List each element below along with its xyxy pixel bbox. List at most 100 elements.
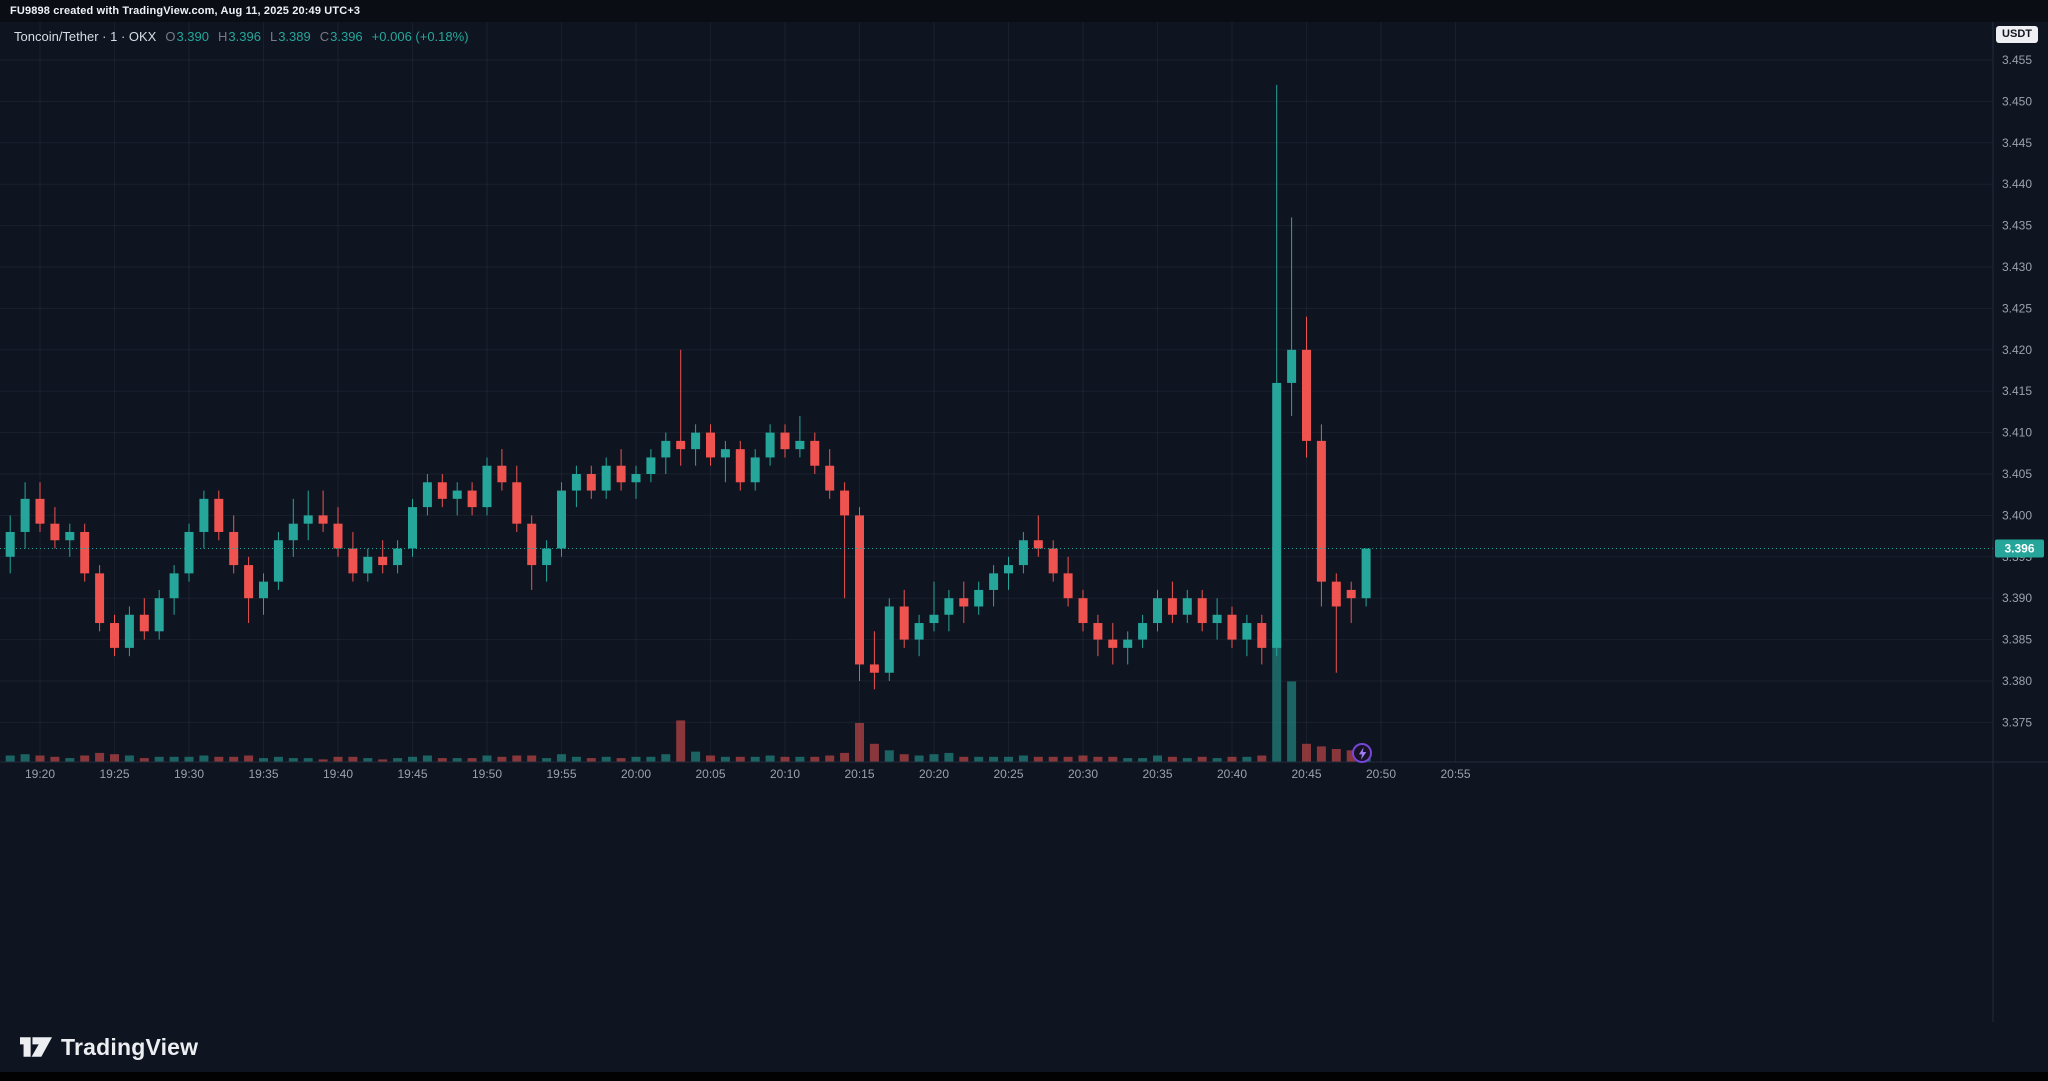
candle [929,581,939,632]
time-tick-label: 19:20 [25,767,55,781]
time-tick-label: 20:40 [1217,767,1247,781]
price-tick-label: 3.375 [2002,715,2032,729]
price-tick-label: 3.425 [2002,301,2032,315]
volume-bar [467,758,477,762]
volume-bar [1346,750,1356,762]
time-tick-label: 19:25 [99,767,129,781]
candle [1093,614,1103,657]
symbol-legend[interactable]: Toncoin/Tether · 1 · OKX O 3.390 H 3.396… [14,29,469,44]
volume-bar [1287,681,1297,762]
volume-bar [676,720,686,762]
flash-icon[interactable] [1352,743,1372,763]
volume-bar [497,756,507,762]
candle [765,424,775,466]
candle [1227,606,1237,648]
volume-bar [229,756,239,762]
price-scale[interactable]: 3.455 3.450 3.445 3.440 3.435 3.430 3.425 3.420… [2002,53,2032,729]
attribution-text: FU9898 created with TradingView.com, Aug… [10,5,361,17]
volume-bar [50,756,60,762]
candle [363,548,373,582]
candle [467,482,477,516]
candle [5,515,15,574]
volume-bar [989,756,999,762]
chart-area[interactable]: 3.455 3.450 3.445 3.440 3.435 3.430 3.425 3.420… [0,22,2048,1022]
candles [5,84,1371,690]
symbol-title[interactable]: Toncoin/Tether · 1 · OKX [14,29,157,44]
volume-bar [631,756,641,762]
candle [1197,589,1207,632]
open-value: 3.390 [176,29,210,44]
candle [154,589,164,640]
candle [855,507,864,681]
volume-bar [1018,755,1028,762]
candle [899,589,909,648]
time-tick-label: 19:55 [546,767,576,781]
price-tick-label: 3.445 [2002,136,2032,150]
volume-bar [452,758,462,762]
volume-bar [482,755,492,762]
candle [959,581,969,624]
candle [780,424,790,458]
candle [1316,424,1326,607]
ohlc-open: O 3.390 [165,29,209,44]
high-value: 3.396 [228,29,261,44]
candle [437,474,447,508]
volume-bar [1108,756,1118,762]
volume-bar [80,755,90,762]
candle [1078,589,1088,632]
volume-bar [393,758,403,762]
volume-bar [169,756,179,762]
candle [840,482,850,599]
price-tick-label: 3.455 [2002,53,2032,67]
time-tick-label: 20:30 [1068,767,1098,781]
volume-bar [1093,756,1103,762]
candle [1361,548,1371,607]
candle [944,589,954,632]
volume-bar [840,752,850,762]
volume-bar [1063,756,1073,762]
volume-bar [735,756,745,762]
candle [661,432,671,474]
tradingview-wordmark: TradingView [61,1033,199,1060]
candle [1331,573,1341,673]
last-price-badge: 3.396 [1995,539,2044,558]
volume-bar [288,758,298,762]
candle [35,482,45,532]
volume-bar [318,759,328,762]
candle [1048,540,1058,582]
candle [1153,589,1162,632]
candle [750,449,760,491]
time-tick-label: 20:25 [993,767,1023,781]
candle [1346,581,1356,624]
volume-bar [303,758,313,762]
time-scale[interactable]: 19:20 19:25 19:30 19:35 19:40 19:45 19:50 19:55… [25,767,1471,781]
time-tick-label: 20:20 [919,767,949,781]
volume-bar [810,756,820,762]
volume-bar [1197,756,1207,762]
volume-bar [35,755,45,762]
time-tick-label: 19:50 [472,767,502,781]
volume-bar [378,759,388,762]
volume-bar [214,756,224,762]
tradingview-logo[interactable]: TradingView [20,1034,198,1061]
open-label: O [165,29,176,44]
volume-bar [1182,758,1192,762]
candle [288,498,298,557]
volume-bar [1078,755,1088,762]
time-tick-label: 19:35 [248,767,278,781]
volume-bar [124,755,134,762]
candle [884,598,894,681]
price-tick-label: 3.400 [2002,508,2032,522]
candle [244,556,254,624]
volume-bar [1227,756,1237,762]
candle [20,482,30,549]
volume-pane [5,632,1371,762]
candle [512,465,522,532]
volume-bar [765,755,775,762]
grid [0,22,1993,762]
candle [497,449,507,491]
last-price-value: 3.396 [2004,542,2034,556]
volume-bar [5,755,15,762]
volume-bar [110,754,119,762]
chart-pane[interactable]: 3.455 3.450 3.445 3.440 3.435 3.430 3.425 3.420… [0,22,2048,1022]
